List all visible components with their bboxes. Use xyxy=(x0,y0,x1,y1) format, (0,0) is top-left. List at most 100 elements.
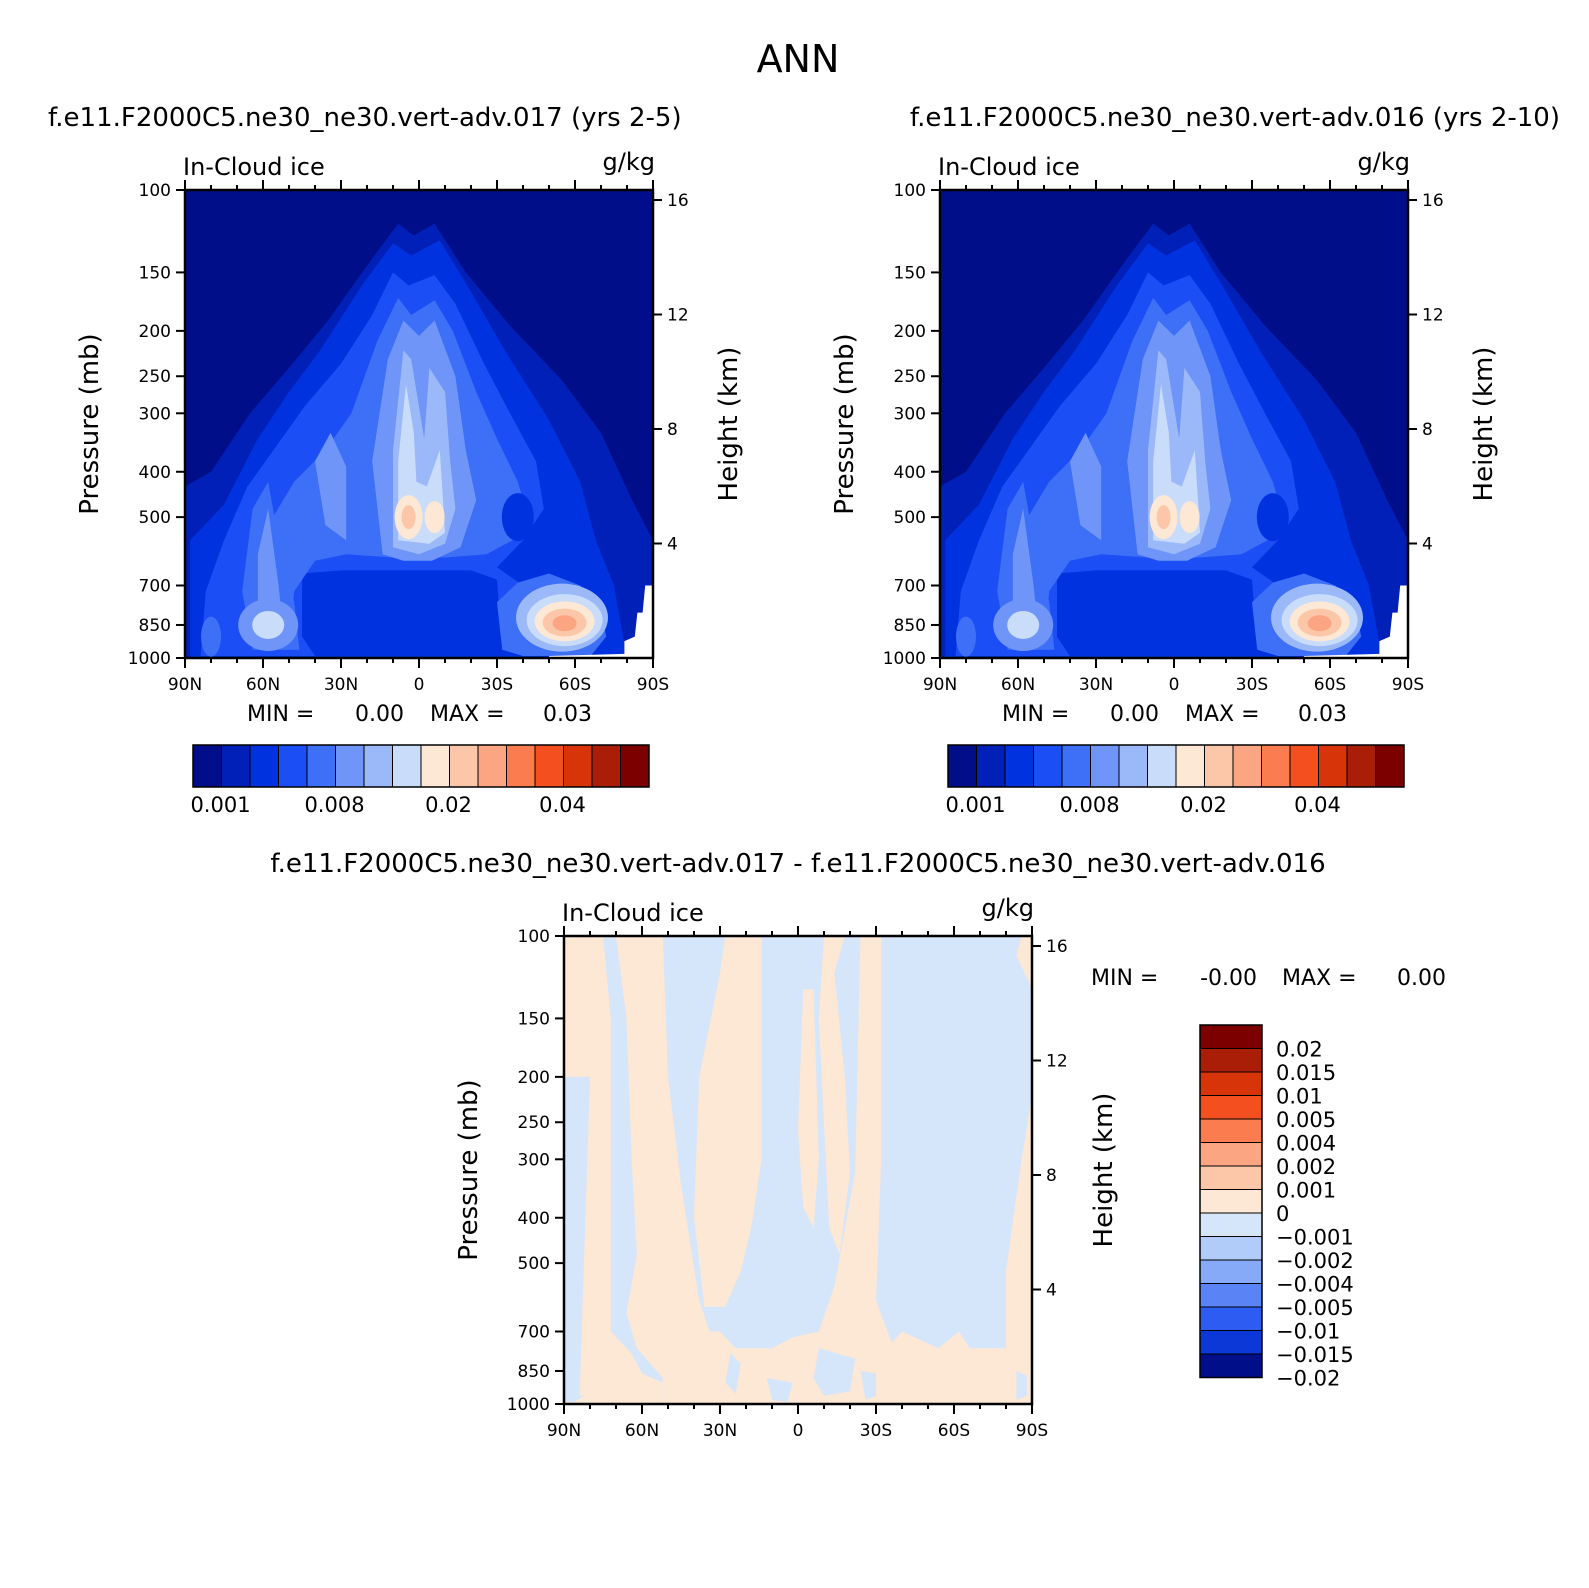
panel-3-field xyxy=(564,936,1032,1404)
panel-1-min-value: 0.00 xyxy=(355,702,404,727)
panel-2-max-label: MAX = xyxy=(1185,702,1260,727)
y-tick-label: 150 xyxy=(139,263,171,283)
y-tick-label: 1000 xyxy=(128,649,171,669)
y2-tick-label: 8 xyxy=(1046,1166,1057,1186)
colorbar-box xyxy=(1199,1189,1263,1214)
colorbar-box xyxy=(363,744,393,788)
panel-3-left-label: In-Cloud ice xyxy=(562,899,704,927)
colorbar-box xyxy=(1199,1306,1263,1331)
y2-tick-label: 4 xyxy=(667,535,678,555)
colorbar-frame xyxy=(947,744,1405,788)
panel-1-contours xyxy=(185,190,653,658)
contour-level-2-sh-dip xyxy=(501,493,534,542)
y-tick-label: 1000 xyxy=(883,649,926,669)
figure-title: ANN xyxy=(757,37,840,81)
panel-1-colorbar: 0.001 0.008 0.02 0.04 xyxy=(190,744,650,817)
contour-level-10-sh xyxy=(552,615,577,632)
positive-region xyxy=(616,936,1032,1404)
x-tick-label: 30N xyxy=(703,1421,737,1441)
colorbar-label: 0.001 xyxy=(190,793,250,817)
colorbar-box xyxy=(506,744,536,788)
x-tick-label: 60S xyxy=(938,1421,970,1441)
panel-3-contours xyxy=(564,936,1032,1404)
y-tick-label: 200 xyxy=(518,1068,550,1088)
y-tick-label: 400 xyxy=(894,463,926,483)
panel-1-max-label: MAX = xyxy=(430,702,505,727)
panel-2-title: f.e11.F2000C5.ne30_ne30.vert-adv.016 (yr… xyxy=(910,103,1560,133)
colorbar-label: −0.01 xyxy=(1276,1320,1340,1344)
x-tick-label: 60N xyxy=(1001,675,1035,695)
colorbar-label: 0.005 xyxy=(1276,1108,1336,1132)
x-tick-label: 30S xyxy=(481,675,513,695)
x-tick-label: 0 xyxy=(1169,675,1180,695)
y2-tick-label: 12 xyxy=(1046,1052,1068,1072)
panel-2-contours xyxy=(940,190,1408,658)
colorbar-frame xyxy=(1199,1024,1263,1379)
x-tick-label: 30N xyxy=(324,675,358,695)
y2-tick-label: 4 xyxy=(1422,535,1433,555)
y-tick-label: 1000 xyxy=(507,1395,550,1415)
x-tick-label: 60N xyxy=(625,1421,659,1441)
panel-2-field xyxy=(940,190,1408,658)
contour-level-9-core xyxy=(401,505,416,530)
colorbar-box xyxy=(249,744,279,788)
colorbar-box xyxy=(1289,744,1319,788)
y-tick-label: 300 xyxy=(139,404,171,424)
panel-2: f.e11.F2000C5.ne30_ne30.vert-adv.016 (yr… xyxy=(830,103,1560,817)
colorbar-label: 0.002 xyxy=(1276,1155,1336,1179)
positive-region xyxy=(798,989,819,1228)
panel-1-field xyxy=(185,190,653,658)
x-tick-label: 0 xyxy=(414,675,425,695)
x-tick-label: 90N xyxy=(168,675,202,695)
y-tick-label: 250 xyxy=(139,367,171,387)
contour-level-8-core xyxy=(1179,501,1200,534)
y-tick-label: 250 xyxy=(894,367,926,387)
colorbar-box xyxy=(420,744,450,788)
y-tick-label: 100 xyxy=(139,181,171,201)
colorbar-box xyxy=(1232,744,1262,788)
panel-1-min-label: MIN = xyxy=(247,702,314,727)
negative-speckle xyxy=(1016,1371,1027,1400)
colorbar-box xyxy=(1090,744,1120,788)
negative-speckle xyxy=(766,1378,793,1402)
contour-level-7-nh-surface xyxy=(1007,610,1040,639)
panel-3-y-axis-title: Pressure (mb) xyxy=(454,1079,484,1260)
contour-level-5-nh-upper xyxy=(1070,432,1102,541)
panel-3-right-label: g/kg xyxy=(982,894,1034,922)
colorbar-label: −0.004 xyxy=(1276,1273,1354,1297)
colorbar-box xyxy=(1199,1118,1263,1143)
y2-tick-label: 8 xyxy=(667,420,678,440)
x-tick-label: 90N xyxy=(923,675,957,695)
colorbar-label: 0.001 xyxy=(945,793,1005,817)
panel-1-right-label: g/kg xyxy=(603,148,655,176)
x-tick-label: 30S xyxy=(1236,675,1268,695)
y-tick-label: 150 xyxy=(518,1009,550,1029)
contour-level-9-core xyxy=(1156,505,1171,530)
panel-2-left-label: In-Cloud ice xyxy=(938,153,1080,181)
colorbar-box xyxy=(306,744,336,788)
panel-2-min-label: MIN = xyxy=(1002,702,1069,727)
positive-region xyxy=(1016,936,1032,990)
y-tick-label: 300 xyxy=(518,1150,550,1170)
y-tick-label: 300 xyxy=(894,404,926,424)
x-tick-label: 60S xyxy=(559,675,591,695)
y-tick-label: 700 xyxy=(894,577,926,597)
y-tick-label: 200 xyxy=(894,322,926,342)
colorbar-frame xyxy=(192,744,650,788)
colorbar-box xyxy=(477,744,507,788)
colorbar-box xyxy=(976,744,1006,788)
colorbar-box xyxy=(1033,744,1063,788)
colorbar-label: −0.001 xyxy=(1276,1226,1354,1250)
missing-data-region xyxy=(1304,585,1408,658)
panel-3: f.e11.F2000C5.ne30_ne30.vert-adv.017 - f… xyxy=(270,849,1446,1441)
colorbar-box xyxy=(278,744,308,788)
colorbar-label: 0.02 xyxy=(1276,1038,1323,1062)
panel-1-y-axis-title: Pressure (mb) xyxy=(75,333,105,514)
x-tick-label: 60S xyxy=(1314,675,1346,695)
x-tick-label: 90S xyxy=(1392,675,1424,695)
colorbar-box xyxy=(1199,1330,1263,1355)
panel-3-title: f.e11.F2000C5.ne30_ne30.vert-adv.017 - f… xyxy=(270,849,1325,879)
colorbar-label: 0.04 xyxy=(1294,793,1341,817)
panel-2-right-label: g/kg xyxy=(1358,148,1410,176)
